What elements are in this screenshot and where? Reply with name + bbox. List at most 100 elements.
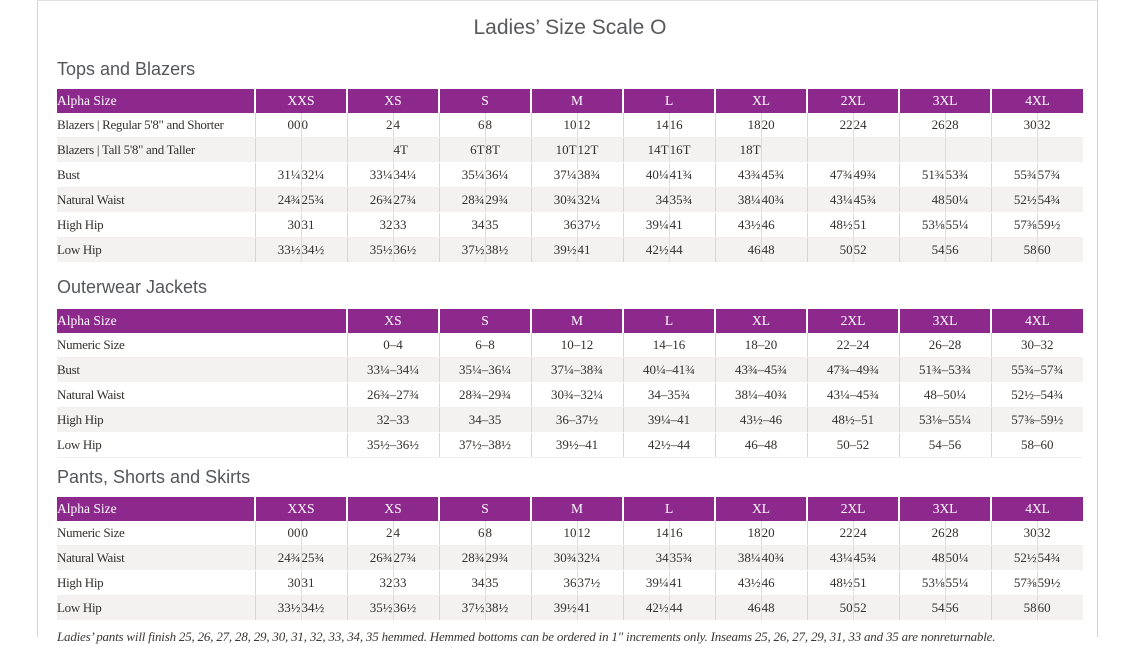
size-table-pants-shorts-skirts: Alpha Size XXS XS S M L XL 2XL 3XL 4XL Numeric Siz… (57, 497, 1084, 621)
header-row: Alpha Size XXS XS S M L XL 2XL 3XL 4XL (57, 89, 1084, 113)
value-cell: 48–50¼ (899, 382, 992, 408)
value-cell (807, 137, 854, 163)
row-label: Bust (57, 357, 348, 383)
value-cell: 37½ (577, 212, 624, 238)
value-cell: 36¼ (485, 162, 532, 188)
value-cell: 33¼ (347, 162, 394, 188)
table-row: Low Hip 33½ 34½ 35½ 36½ 37½ 38½ 39½ 41 42½ 44 46 48 5… (57, 237, 1084, 263)
value-cell: 26¾–27¾ (347, 382, 440, 408)
page-title: Ladies’ Size Scale O (473, 16, 667, 39)
value-cell (1037, 137, 1084, 163)
row-label: Low Hip (57, 237, 256, 263)
value-cell: 32 (347, 212, 394, 238)
value-cell: 36 (531, 212, 578, 238)
value-cell: 34½ (301, 595, 348, 621)
value-cell: 32¼ (577, 187, 624, 213)
value-cell (945, 137, 992, 163)
value-cell: 20 (761, 113, 808, 138)
value-cell: 30 (991, 521, 1038, 546)
table-row: Natural Waist 26¾–27¾ 28¾–29¾ 30¾–32¼ 34–35¾… (57, 382, 1083, 408)
header-cell-size: 4XL (990, 309, 1083, 333)
value-cell (347, 137, 394, 163)
value-cell: 53⅛–55¼ (899, 407, 992, 433)
value-cell: 2 (347, 521, 394, 546)
value-cell: 52 (853, 595, 900, 621)
value-cell: 26–28 (899, 333, 992, 358)
header-cell-size: 4XL (990, 497, 1084, 521)
value-cell: 6 (439, 521, 486, 546)
value-cell: 58–60 (991, 432, 1083, 458)
value-cell: 43½–46 (715, 407, 808, 433)
value-cell: 37½ (439, 595, 486, 621)
value-cell: 18 (715, 113, 762, 138)
value-cell: 26¾ (347, 545, 394, 571)
value-cell: 34 (623, 545, 670, 571)
value-cell: 36½ (393, 237, 440, 263)
value-cell (853, 137, 900, 163)
value-cell: 47¾ (807, 162, 854, 188)
value-cell: 30¾ (531, 187, 578, 213)
row-label: High Hip (57, 570, 256, 596)
value-cell: 4T (393, 137, 440, 163)
value-cell: 39½–41 (531, 432, 624, 458)
header-cell-alpha-size: Alpha Size (57, 497, 255, 521)
value-cell: 45¾ (853, 187, 900, 213)
value-cell: 40¾ (761, 187, 808, 213)
value-cell: 34 (623, 187, 670, 213)
header-cell-size: XL (714, 89, 808, 113)
value-cell: 18–20 (715, 333, 808, 358)
value-cell: 51 (853, 570, 900, 596)
value-cell: 10 (531, 113, 578, 138)
value-cell: 35½ (347, 237, 394, 263)
value-cell: 58 (991, 595, 1038, 621)
value-cell: 14 (623, 113, 670, 138)
row-label: Natural Waist (57, 187, 256, 213)
value-cell: 35¾ (669, 187, 716, 213)
header-cell-size: 3XL (898, 497, 992, 521)
value-cell: 32¼ (301, 162, 348, 188)
value-cell: 46 (761, 570, 808, 596)
value-cell: 54 (899, 595, 946, 621)
header-cell-size: M (530, 89, 624, 113)
value-cell: 32 (1037, 521, 1084, 546)
value-cell: 51¾–53¾ (899, 357, 992, 383)
value-cell: 22–24 (807, 333, 900, 358)
value-cell: 33 (393, 570, 440, 596)
value-cell: 27¾ (393, 545, 440, 571)
value-cell: 57⅜–59½ (991, 407, 1083, 433)
value-cell: 24¾ (255, 187, 302, 213)
value-cell: 4 (393, 521, 440, 546)
header-cell-size: XL (714, 497, 808, 521)
value-cell: 48 (899, 187, 946, 213)
value-cell: 56 (945, 237, 992, 263)
value-cell: 50 (807, 595, 854, 621)
value-cell: 52½ (991, 187, 1038, 213)
value-cell: 28 (945, 521, 992, 546)
value-cell: 32 (347, 570, 394, 596)
value-cell: 34 (439, 212, 486, 238)
row-label: Low Hip (57, 432, 348, 458)
header-cell-alpha-size: Alpha Size (57, 309, 347, 333)
value-cell: 32 (1037, 113, 1084, 138)
page-frame: Ladies’ Size Scale O Tops and Blazers Alp… (37, 0, 1098, 644)
value-cell: 8 (485, 521, 532, 546)
header-cell-size: S (438, 309, 531, 333)
value-cell: 48 (761, 595, 808, 621)
header-cell-size: XL (714, 309, 807, 333)
value-cell: 46 (761, 212, 808, 238)
value-cell: 52½ (991, 545, 1038, 571)
value-cell: 26 (899, 113, 946, 138)
value-cell: 30–32 (991, 333, 1083, 358)
row-label: Blazers | Regular 5'8" and Shorter (57, 113, 256, 138)
value-cell: 52 (853, 237, 900, 263)
header-cell-size: L (622, 497, 716, 521)
value-cell: 28 (945, 113, 992, 138)
value-cell: 43¼ (807, 545, 854, 571)
value-cell: 27¾ (393, 187, 440, 213)
value-cell: 48½ (807, 570, 854, 596)
value-cell: 6 (439, 113, 486, 138)
value-cell: 38¼ (715, 187, 762, 213)
header-cell-size: L (622, 309, 715, 333)
value-cell: 53¾ (945, 162, 992, 188)
value-cell: 44 (669, 237, 716, 263)
